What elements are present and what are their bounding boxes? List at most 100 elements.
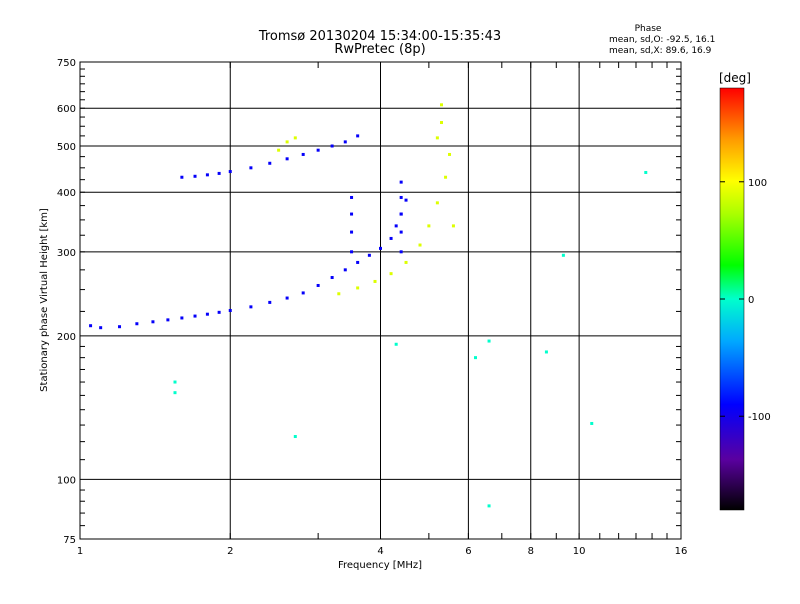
data-point bbox=[487, 339, 491, 343]
data-point bbox=[135, 322, 139, 326]
x-tick-label: 2 bbox=[227, 546, 233, 557]
data-point bbox=[389, 236, 393, 240]
data-point bbox=[418, 243, 422, 247]
data-point bbox=[590, 421, 594, 425]
data-point bbox=[435, 136, 439, 140]
data-point bbox=[301, 152, 305, 156]
data-point bbox=[440, 103, 444, 107]
data-point bbox=[205, 173, 209, 177]
data-point bbox=[561, 253, 565, 257]
colorbar-tick-label: 100 bbox=[748, 178, 767, 189]
data-point bbox=[399, 195, 403, 199]
data-point bbox=[249, 305, 253, 309]
data-point bbox=[89, 324, 93, 328]
data-points bbox=[89, 103, 648, 508]
data-point bbox=[173, 391, 177, 395]
data-point bbox=[399, 230, 403, 234]
data-point bbox=[268, 161, 272, 165]
data-point bbox=[440, 121, 444, 125]
data-point bbox=[404, 198, 408, 202]
data-point bbox=[193, 314, 197, 318]
data-point bbox=[451, 224, 455, 228]
data-point bbox=[448, 152, 452, 156]
data-point bbox=[180, 316, 184, 320]
data-point bbox=[399, 250, 403, 254]
y-tick-label: 500 bbox=[57, 142, 76, 153]
data-point bbox=[228, 308, 232, 312]
data-point bbox=[350, 212, 354, 216]
phase-heading: Phase bbox=[635, 24, 662, 34]
data-point bbox=[228, 170, 232, 174]
data-point bbox=[399, 180, 403, 184]
data-point bbox=[644, 170, 648, 174]
data-point bbox=[180, 175, 184, 179]
data-point bbox=[350, 230, 354, 234]
x-axis-label: Frequency [MHz] bbox=[338, 560, 422, 571]
data-point bbox=[394, 224, 398, 228]
data-point bbox=[399, 212, 403, 216]
y-tick-label: 400 bbox=[57, 188, 76, 199]
data-point bbox=[544, 350, 548, 354]
data-point bbox=[316, 148, 320, 152]
data-point bbox=[343, 140, 347, 144]
data-point bbox=[151, 320, 155, 324]
chart-subtitle: RwPretec (8p) bbox=[334, 42, 425, 57]
y-tick-label: 750 bbox=[57, 58, 76, 69]
data-point bbox=[193, 174, 197, 178]
data-point bbox=[330, 144, 334, 148]
data-point bbox=[404, 260, 408, 264]
x-tick-label: 10 bbox=[573, 546, 586, 557]
data-point bbox=[350, 195, 354, 199]
data-point bbox=[293, 136, 297, 140]
data-point bbox=[217, 171, 221, 175]
y-tick-label: 300 bbox=[57, 248, 76, 259]
data-point bbox=[205, 312, 209, 316]
phase-stats-x: mean, sd,X: 89.6, 16.9 bbox=[609, 46, 712, 56]
x-tick-label: 8 bbox=[528, 546, 534, 557]
x-tick-label: 6 bbox=[465, 546, 471, 557]
data-point bbox=[343, 268, 347, 272]
x-tick-label: 4 bbox=[377, 546, 383, 557]
colorbar-unit: [deg] bbox=[719, 71, 751, 85]
data-point bbox=[487, 504, 491, 508]
data-point bbox=[427, 224, 431, 228]
data-point bbox=[249, 166, 253, 170]
data-point bbox=[330, 276, 334, 280]
y-tick-label: 200 bbox=[57, 332, 76, 343]
data-point bbox=[379, 246, 382, 250]
phase-stats-o: mean, sd,O: -92.5, 16.1 bbox=[609, 35, 715, 45]
y-axis-label: Stationary phase Virtual Height [km] bbox=[39, 208, 50, 392]
data-point bbox=[356, 286, 360, 290]
data-point bbox=[473, 356, 477, 360]
chart-title: Tromsø 20130204 15:34:00-15:35:43 bbox=[258, 29, 501, 44]
y-tick-label: 100 bbox=[57, 475, 76, 486]
colorbar-tick-label: 0 bbox=[748, 295, 754, 306]
data-point bbox=[285, 296, 289, 300]
data-point bbox=[444, 175, 448, 179]
data-point bbox=[301, 291, 305, 295]
x-tick-label: 1 bbox=[77, 546, 83, 557]
data-point bbox=[389, 272, 393, 276]
x-tick-label: 16 bbox=[675, 546, 688, 557]
data-point bbox=[268, 300, 272, 304]
data-point bbox=[285, 157, 289, 161]
y-tick-label: 75 bbox=[63, 535, 76, 546]
data-point bbox=[350, 250, 354, 254]
data-point bbox=[373, 279, 377, 283]
y-tick-label: 600 bbox=[57, 104, 76, 115]
data-point bbox=[173, 380, 177, 384]
data-point bbox=[118, 325, 122, 329]
data-point bbox=[316, 283, 320, 287]
data-point bbox=[356, 134, 360, 138]
data-point bbox=[356, 260, 360, 264]
data-point bbox=[99, 326, 103, 330]
data-point bbox=[337, 292, 341, 296]
axis-ticks: 1 2 4 6 8 10 16 75 100 200 300 400 500 600 750 bbox=[57, 58, 687, 557]
colorbar-ticks: 100 0 -100 bbox=[720, 178, 771, 423]
data-point bbox=[285, 140, 289, 144]
data-point bbox=[435, 201, 439, 205]
data-point bbox=[217, 310, 221, 314]
data-point bbox=[277, 148, 281, 152]
colorbar-tick-label: -100 bbox=[748, 412, 771, 423]
